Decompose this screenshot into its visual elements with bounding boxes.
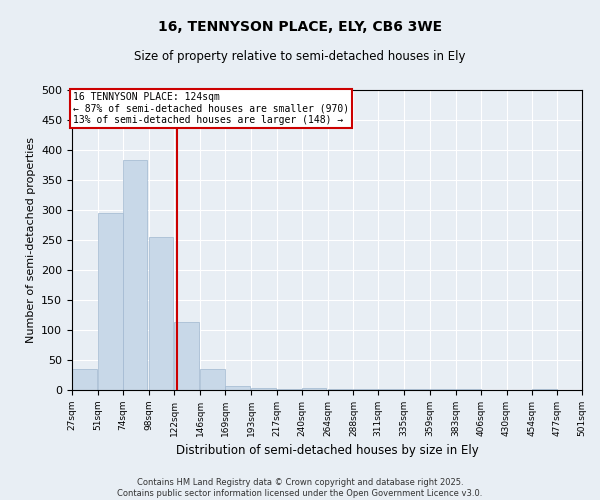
Bar: [98, 213, 122, 390]
Y-axis label: Number of semi-detached properties: Number of semi-detached properties: [26, 137, 35, 343]
Bar: [302, 388, 326, 390]
Bar: [175, 322, 199, 390]
X-axis label: Distribution of semi-detached houses by size in Ely: Distribution of semi-detached houses by …: [176, 444, 478, 458]
Text: 16 TENNYSON PLACE: 124sqm
← 87% of semi-detached houses are smaller (970)
13% of: 16 TENNYSON PLACE: 124sqm ← 87% of semi-…: [73, 92, 349, 125]
Text: Size of property relative to semi-detached houses in Ely: Size of property relative to semi-detach…: [134, 50, 466, 63]
Bar: [72, 369, 97, 390]
Bar: [225, 386, 250, 390]
Text: Contains HM Land Registry data © Crown copyright and database right 2025.
Contai: Contains HM Land Registry data © Crown c…: [118, 478, 482, 498]
Bar: [149, 237, 173, 390]
Bar: [251, 388, 276, 390]
Bar: [200, 369, 225, 390]
Bar: [277, 389, 302, 390]
Text: 16, TENNYSON PLACE, ELY, CB6 3WE: 16, TENNYSON PLACE, ELY, CB6 3WE: [158, 20, 442, 34]
Bar: [122, 160, 148, 390]
Bar: [378, 389, 403, 390]
